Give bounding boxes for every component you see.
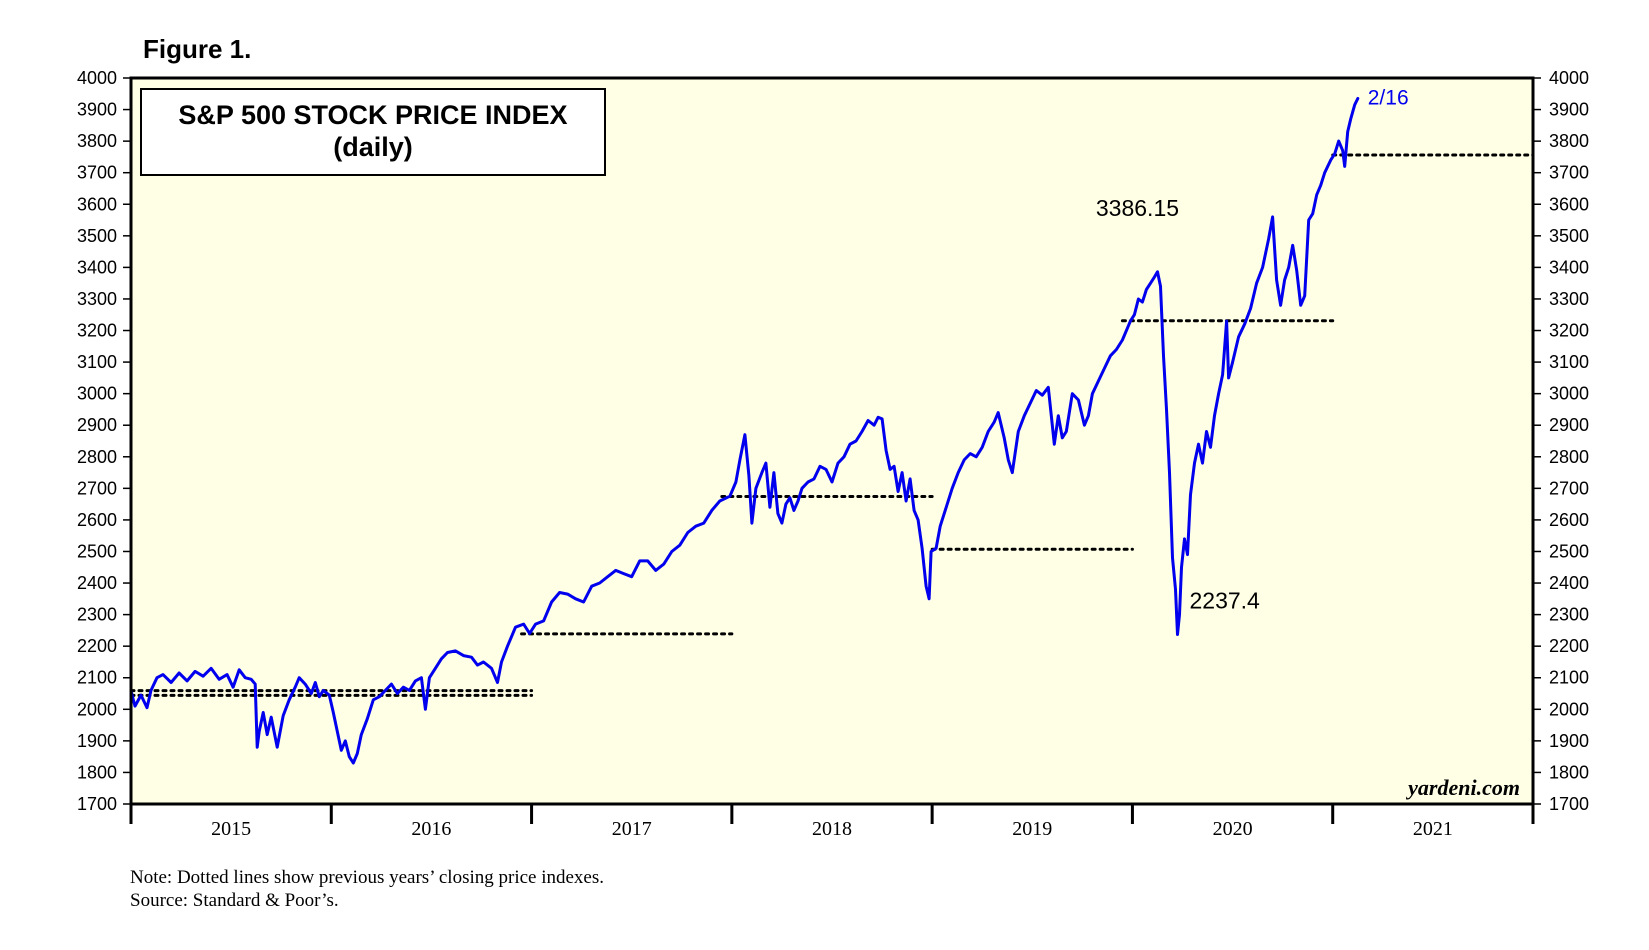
y-tick-label-left: 2800 (77, 447, 117, 467)
y-tick-label-right: 3400 (1549, 257, 1589, 277)
x-axis: 2015 2016 2017 2018 2019 2020 2021 (129, 804, 1535, 840)
y-tick-label-left: 2300 (77, 605, 117, 625)
y-tick-label-right: 2900 (1549, 415, 1589, 435)
y-tick-label-right: 2800 (1549, 447, 1589, 467)
y-tick-label-left: 2500 (77, 541, 117, 561)
y-tick-label-right: 1700 (1549, 794, 1589, 814)
title-box (140, 88, 606, 176)
line-chart: S&P 500 STOCK PRICE INDEX (daily) yarden… (77, 68, 1589, 840)
y-axis-left: 1700 1800 1900 2000 2100 2200 2300 2400 2500 2600… (77, 68, 131, 814)
source-text: Source: Standard & Poor’s. (130, 890, 339, 911)
annotation-peak: 3386.15 (1096, 195, 1179, 221)
annotations: 3386.15 2237.4 2/16 (1096, 87, 1409, 614)
x-tick-label: 2017 (612, 818, 652, 840)
y-tick-label-left: 3000 (77, 384, 117, 404)
y-tick-label-left: 3900 (77, 100, 117, 120)
y-tick-label-right: 3700 (1549, 163, 1589, 183)
y-tick-label-left: 3100 (77, 352, 117, 372)
chart-subtitle: (daily) (333, 132, 413, 162)
x-tick-label: 2019 (1012, 818, 1052, 840)
chart-title: S&P 500 STOCK PRICE INDEX (178, 100, 567, 130)
y-tick-label-right: 2000 (1549, 699, 1589, 719)
y-tick-label-right: 3900 (1549, 100, 1589, 120)
y-tick-label-right: 3200 (1549, 321, 1589, 341)
figure-label: Figure 1. (143, 34, 252, 64)
annotation-trough: 2237.4 (1189, 587, 1260, 613)
y-tick-label-left: 2100 (77, 668, 117, 688)
y-tick-label-right: 3300 (1549, 289, 1589, 309)
y-tick-label-right: 3600 (1549, 194, 1589, 214)
series-line-sp500 (129, 97, 1360, 765)
y-tick-label-left: 2700 (77, 478, 117, 498)
y-tick-label-right: 3000 (1549, 384, 1589, 404)
y-tick-label-right: 2300 (1549, 605, 1589, 625)
y-tick-label-left: 3500 (77, 226, 117, 246)
y-tick-label-left: 2900 (77, 415, 117, 435)
y-tick-label-left: 2400 (77, 573, 117, 593)
y-axis-right: 1700 1800 1900 2000 2100 2200 2300 2400 2500 2600… (1533, 68, 1589, 814)
y-tick-label-left: 3600 (77, 194, 117, 214)
x-tick-label: 2021 (1413, 818, 1453, 840)
y-tick-label-left: 3400 (77, 257, 117, 277)
y-tick-label-left: 1900 (77, 731, 117, 751)
y-tick-label-right: 1800 (1549, 762, 1589, 782)
x-tick-label: 2015 (211, 818, 251, 840)
y-tick-label-left: 2200 (77, 636, 117, 656)
x-tick-label: 2020 (1213, 818, 1253, 840)
x-tick-label: 2018 (812, 818, 852, 840)
plot-frame (129, 76, 1535, 806)
y-tick-label-left: 3300 (77, 289, 117, 309)
y-tick-label-right: 2500 (1549, 541, 1589, 561)
y-tick-label-left: 1800 (77, 762, 117, 782)
y-tick-label-left: 3700 (77, 163, 117, 183)
y-tick-label-right: 4000 (1549, 68, 1589, 88)
plot-background (131, 78, 1533, 804)
y-tick-label-left: 2000 (77, 699, 117, 719)
y-tick-label-left: 4000 (77, 68, 117, 88)
note-text: Note: Dotted lines show previous years’ … (130, 867, 605, 888)
watermark: yardeni.com (1405, 775, 1520, 800)
y-tick-label-right: 2600 (1549, 510, 1589, 530)
y-tick-label-left: 3200 (77, 321, 117, 341)
y-tick-label-left: 1700 (77, 794, 117, 814)
y-tick-label-right: 2200 (1549, 636, 1589, 656)
y-tick-label-right: 3500 (1549, 226, 1589, 246)
y-tick-label-right: 1900 (1549, 731, 1589, 751)
y-tick-label-left: 3800 (77, 131, 117, 151)
notes: Note: Dotted lines show previous years’ … (130, 866, 604, 912)
y-tick-label-right: 3100 (1549, 352, 1589, 372)
y-tick-label-right: 2100 (1549, 668, 1589, 688)
y-tick-label-left: 2600 (77, 510, 117, 530)
y-tick-label-right: 2700 (1549, 478, 1589, 498)
y-tick-label-right: 3800 (1549, 131, 1589, 151)
reference-lines (129, 153, 1535, 697)
annotation-latest-date: 2/16 (1368, 87, 1409, 110)
y-tick-label-right: 2400 (1549, 573, 1589, 593)
x-tick-label: 2016 (411, 818, 451, 840)
